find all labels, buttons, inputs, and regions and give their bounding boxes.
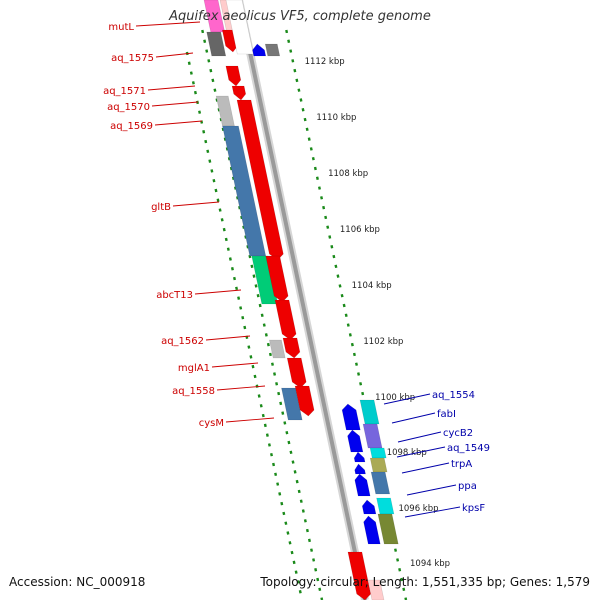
tick-line-right: [285, 29, 408, 600]
left-gene-label: aq_1569: [110, 121, 153, 132]
kbp-label: 1108 kbp: [328, 169, 368, 179]
left-gene-label: aq_1558: [172, 386, 215, 397]
kbp-label: 1098 kbp: [387, 448, 427, 458]
gene-block-aq1554-blue: [341, 403, 361, 431]
right-leader-line: [397, 431, 442, 443]
map-title: Aquifex aeolicus VF5, complete genome: [169, 9, 431, 24]
left-gene-label: aq_1575: [111, 53, 154, 64]
kbp-label: 1102 kbp: [363, 337, 403, 347]
kbp-label: 1096 kbp: [398, 504, 438, 514]
gene-block-trpA-steel: [370, 471, 391, 495]
left-leader-line: [154, 120, 203, 126]
left-leader-line: [225, 417, 275, 423]
tick-line-left-inner: [201, 29, 324, 600]
gene-block-bottom-red: [347, 551, 372, 600]
right-gene-label: fabI: [437, 409, 456, 420]
right-gene-label: ppa: [458, 481, 477, 492]
right-gene-label: trpA: [451, 459, 472, 470]
kbp-label: 1110 kbp: [316, 113, 356, 123]
gene-block-gray-1112: [264, 43, 281, 57]
left-leader-line: [211, 362, 259, 368]
right-gene-label: aq_1549: [447, 443, 490, 454]
gene-block-aq1575-gray: [206, 31, 227, 57]
gene-block-cysM: [281, 387, 303, 421]
right-gene-label: kpsF: [462, 503, 485, 514]
right-gene-label: cycB2: [443, 428, 473, 439]
kbp-label: 1112 kbp: [305, 57, 345, 67]
gene-block-fabI-blue: [347, 429, 364, 453]
right-leader-line: [391, 412, 436, 424]
left-leader-line: [205, 335, 251, 341]
left-gene-label: aq_1570: [107, 102, 150, 113]
gene-block-blue-1112: [252, 43, 267, 57]
right-leader-line: [404, 506, 461, 518]
right-leader-line: [383, 393, 431, 405]
gene-block-mglA1-red: [282, 337, 301, 359]
gene-block-trpA-blue: [354, 473, 371, 497]
gene-block-kpsF-blue: [363, 515, 381, 545]
left-gene-label: aq_1562: [161, 336, 204, 347]
gene-block-ppa-cyan: [376, 497, 395, 515]
left-gene-label: aq_1571: [103, 86, 146, 97]
gene-block-aq1549-olive: [369, 457, 388, 473]
left-gene-label: cysM: [199, 418, 224, 429]
left-leader-line: [155, 52, 194, 58]
left-leader-line: [172, 201, 220, 207]
left-leader-line: [147, 85, 196, 91]
right-leader-line: [401, 462, 450, 474]
gene-block-cycB2-cyan: [369, 447, 387, 459]
gene-block-bottom-pink: [367, 579, 385, 600]
gene-block-aq1558: [286, 357, 307, 389]
kbp-label: 1100 kbp: [375, 393, 415, 403]
gene-block-cysM-red: [294, 385, 315, 417]
gene-block-aq1554-cyan: [359, 399, 380, 425]
gene-block-abcT13-red: [265, 255, 289, 303]
gene-block-aq1549-blue: [354, 463, 366, 475]
left-gene-label: gltB: [151, 202, 171, 213]
left-leader-line: [135, 21, 201, 27]
kbp-label: 1106 kbp: [340, 225, 380, 235]
left-leader-line: [151, 101, 199, 107]
backbone-line: [237, 0, 367, 600]
gene-block-aq1570: [231, 85, 247, 101]
gene-block-kpsF-olive: [377, 513, 399, 545]
right-leader-line: [406, 484, 457, 496]
right-leader-line: [396, 446, 446, 458]
genome-summary-text: Topology: circular; Length: 1,551,335 bp…: [260, 575, 590, 589]
kbp-label: 1094 kbp: [410, 559, 450, 569]
left-gene-label: mglA1: [178, 363, 210, 374]
gene-block-fabI-purple: [362, 423, 383, 449]
left-gene-label: mutL: [108, 22, 134, 33]
gene-block-aq1571: [225, 65, 242, 87]
gene-block-ppa-blue: [361, 499, 377, 515]
gene-block-gltB-red: [236, 99, 284, 261]
accession-text: Accession: NC_000918: [9, 575, 146, 589]
left-leader-line: [216, 385, 266, 391]
gene-block-aq1562: [274, 299, 297, 341]
right-gene-label: aq_1554: [432, 390, 475, 401]
gene-block-mglA1-gray: [269, 339, 286, 359]
left-gene-label: abcT13: [156, 290, 193, 301]
left-leader-line: [194, 289, 242, 295]
kbp-label: 1104 kbp: [352, 281, 392, 291]
gene-block-cycB2-blue: [353, 451, 366, 463]
